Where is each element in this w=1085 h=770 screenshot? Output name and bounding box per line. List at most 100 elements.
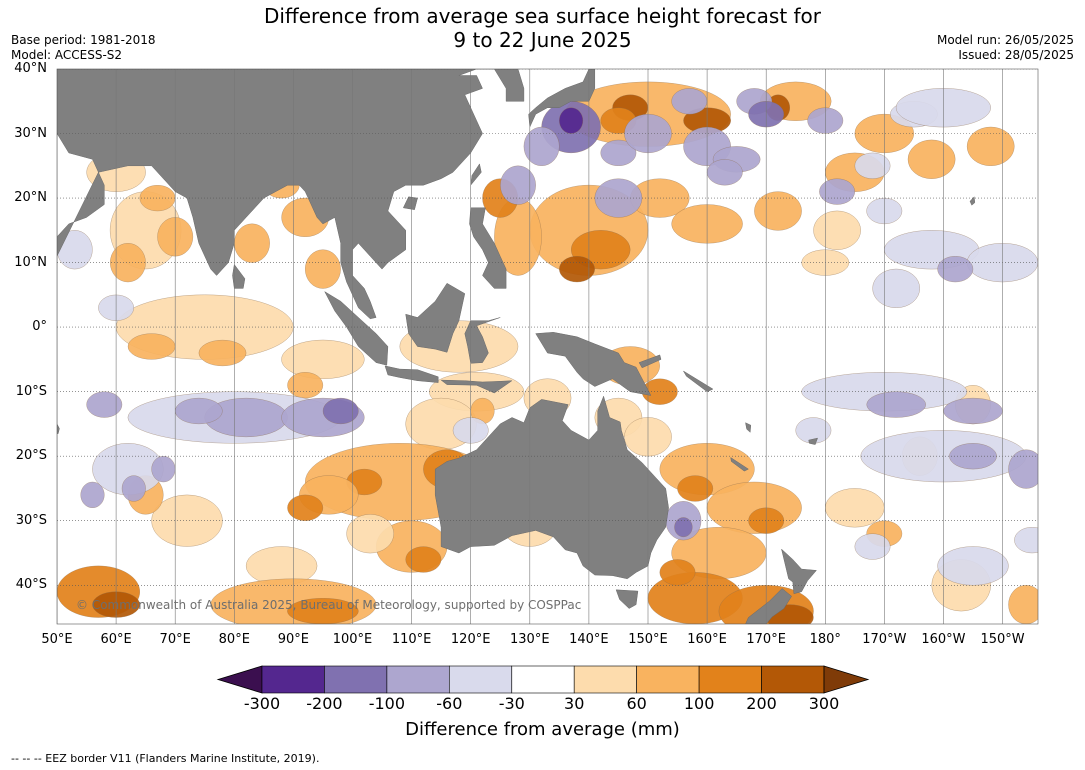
colorbar-swatch [448,665,512,694]
colorbar-swatch [698,665,762,694]
colorbar-tick-label: 30 [564,694,585,713]
latitude-label: 10°S [15,383,47,399]
land-polygon [615,589,639,609]
base-period-text: Base period: 1981-2018 [11,33,156,47]
anomaly-region [121,475,146,502]
longitude-label: 50°E [41,632,73,647]
land-polygon [808,437,818,445]
model-run-text: Model run: 26/05/2025 [936,33,1074,47]
anomaly-region [819,178,855,205]
longitude-label: 70°E [159,632,191,647]
anomaly-region [139,185,176,212]
anomaly-region [86,391,123,418]
anomaly-region [405,546,442,573]
anomaly-region [1008,449,1038,489]
colorbar-tick-label: -60 [436,694,463,713]
anomaly-region [813,210,861,250]
anomaly-region [706,159,743,186]
colorbar-swatch [324,665,388,694]
colorbar-over-arrow [823,665,870,694]
land-polygon [464,317,501,364]
model-text: Model: ACCESS-S2 [11,48,123,62]
anomaly-region [854,152,891,179]
anomaly-region [500,165,536,205]
anomaly-region [322,397,359,425]
latitude-label: 20°N [14,190,47,206]
colorbar-under-arrow [216,665,263,694]
latitude-label: 30°N [14,125,47,141]
colorbar-swatch [573,665,637,694]
longitude-label: 110°E [391,632,432,647]
colorbar-swatch [386,665,450,694]
longitude-label: 170°E [746,632,786,647]
anomaly-region [1008,585,1038,624]
land-polygon [781,548,817,595]
land-polygon [405,282,466,353]
longitude-label: 130°E [510,632,550,647]
longitude-label: 140°E [569,632,609,647]
anomaly-region [305,249,341,289]
land-polygon [638,354,662,369]
longitude-label: 120°E [450,632,491,647]
longitude-label: 170°W [862,632,907,647]
latitude-label: 0° [32,319,47,335]
anomaly-region [287,372,324,399]
issued-text: Issued: 28/05/2025 [958,48,1074,62]
colorbar-tick-label: 200 [746,694,777,713]
longitude-label: 90°E [277,632,310,647]
anomaly-region [825,488,885,528]
chart-title: Difference from average sea surface heig… [0,4,1085,52]
land-polygon [469,207,507,289]
anomaly-region [937,256,974,283]
meta-left: Base period: 1981-2018 Model: ACCESS-S2 [11,33,156,63]
land-polygon [57,69,525,320]
land-polygon [745,422,752,433]
anomaly-region [966,126,1015,166]
colorbar [216,665,870,694]
latitude-label: 40°S [15,577,47,593]
map-frame [56,68,1039,625]
anomaly-region [674,517,693,538]
latitude-label: 30°S [15,512,47,528]
anomaly-region [559,256,595,283]
anomaly-region [671,88,708,115]
anomaly-region [949,443,997,470]
colorbar-tick-label: 60 [626,694,647,713]
anomaly-region [175,397,223,425]
land-polygon [745,588,792,624]
colorbar-swatch [636,665,700,694]
latitude-label: 20°S [15,448,47,464]
anomaly-region [600,139,637,166]
graticule [57,69,1038,624]
chart-title-line1: Difference from average sea surface heig… [263,4,822,28]
colorbar-tick-label: -100 [368,694,406,713]
longitude-label: 160°W [921,632,966,647]
anomaly-region [110,243,146,283]
colorbar-title: Difference from average (mm) [405,719,680,740]
anomaly-region [151,456,176,483]
anomaly-region [866,391,926,418]
copyright-text: © Commonwealth of Australia 2025, Bureau… [76,598,582,612]
anomaly-region [677,475,714,502]
longitude-label: 160°E [687,632,727,647]
land-polygon [470,163,482,187]
latitude-label: 40°N [14,61,47,76]
anomaly-region [943,397,1003,425]
land-polygon [434,395,669,580]
longitude-label: 100°E [332,632,373,647]
land-polygon [730,456,749,472]
anomaly-region [198,339,247,367]
anomaly-region [559,107,584,134]
anomaly-region [907,139,956,179]
land-polygon [528,69,596,129]
chart-title-line2: 9 to 22 June 2025 [453,28,632,52]
anomaly-region [234,223,270,263]
anomaly-region [872,268,920,308]
colorbar-tick-label: 300 [808,694,840,713]
longitude-label: 80°E [218,632,250,647]
anomaly-region [80,481,105,508]
anomaly-region [937,546,1009,586]
longitude-label: 150°E [628,632,668,647]
land-mass [57,69,976,624]
anomaly-region [281,339,365,379]
